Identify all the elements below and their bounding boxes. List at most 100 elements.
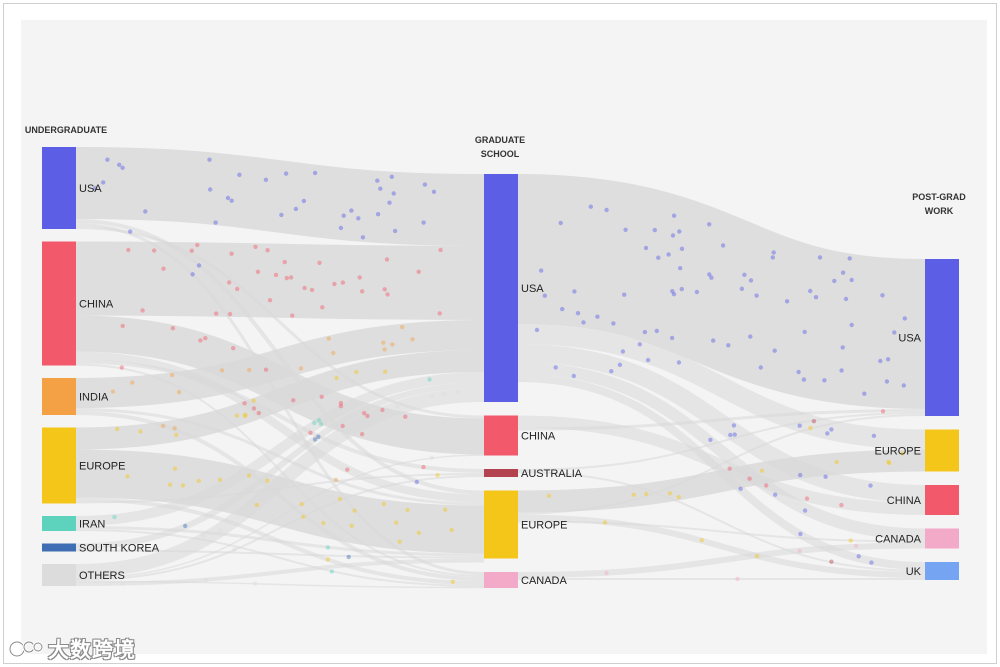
particle-dot <box>840 270 846 275</box>
link-u_india-to-g_usa <box>75 320 485 408</box>
node-label-g_europe: EUROPE <box>521 520 567 532</box>
particle-dot <box>892 330 897 335</box>
particle-dot <box>110 389 116 394</box>
particle-dot <box>207 157 212 162</box>
particle-dot <box>384 257 390 262</box>
particle-dot <box>360 289 365 294</box>
particle-dot <box>644 491 649 497</box>
particle-dot <box>754 293 759 298</box>
particle-dot <box>886 459 891 465</box>
particle-dot <box>699 538 704 543</box>
particle-dot <box>884 379 890 384</box>
particle-dot <box>442 391 447 396</box>
particle-dot <box>422 182 428 187</box>
particle-dot <box>405 507 410 513</box>
node-g_china <box>484 415 518 456</box>
particle-dot <box>375 178 380 183</box>
particle-dot <box>204 577 209 583</box>
particle-dot <box>595 314 600 319</box>
particle-dot <box>880 409 886 414</box>
stage-title-grad: GRADUATE <box>475 135 525 145</box>
stage-title-undergrad: UNDERGRADUATE <box>25 125 107 135</box>
particle-dot <box>797 548 802 554</box>
particle-dot <box>225 195 231 201</box>
particle-dot <box>318 421 324 427</box>
particle-dot <box>534 327 540 333</box>
node-label-p_canada: CANADA <box>875 534 922 546</box>
node-label-p_china: CHINA <box>887 495 922 507</box>
particle-dot <box>797 423 802 428</box>
particle-dot <box>430 393 435 399</box>
node-u_europe <box>42 427 76 504</box>
particle-dot <box>325 557 330 562</box>
particle-dot <box>234 413 240 418</box>
particle-dot <box>773 492 778 497</box>
particle-dot <box>748 278 754 283</box>
particle-dot <box>581 320 586 325</box>
particle-dot <box>542 293 547 298</box>
particle-dot <box>727 466 732 471</box>
particle-dot <box>764 483 769 488</box>
particle-dot <box>671 213 677 218</box>
particle-dot <box>381 340 386 345</box>
particle-dot <box>293 206 299 212</box>
link-u_china-to-g_europe <box>75 351 485 503</box>
stage-title-postgrad: WORK <box>925 206 954 216</box>
particle-dot <box>231 346 236 351</box>
particle-dot <box>301 198 307 204</box>
particle-dot <box>176 389 182 395</box>
particle-dot <box>546 493 552 498</box>
node-u_skorea <box>42 543 76 552</box>
particle-dot <box>754 554 760 559</box>
particle-dot <box>312 420 317 426</box>
stage-title-postgrad: POST-GRAD <box>912 192 966 202</box>
particle-dot <box>375 212 381 217</box>
particle-dot <box>217 528 223 533</box>
particle-dot <box>887 460 892 466</box>
particle-dot <box>435 473 440 478</box>
particle-dot <box>345 467 350 472</box>
particle-dot <box>208 187 213 192</box>
particle-dot <box>326 336 331 341</box>
particle-dot <box>161 266 166 271</box>
particle-dot <box>195 242 200 248</box>
particle-dot <box>105 157 110 162</box>
particle-dot <box>901 383 906 388</box>
particle-dot <box>227 311 233 317</box>
particle-dot <box>798 472 803 478</box>
particle-dot <box>172 466 178 471</box>
node-u_others <box>42 564 76 586</box>
node-label-u_usa: USA <box>79 183 102 195</box>
link-u_skorea-to-g_europe <box>75 549 485 559</box>
particle-dot <box>229 198 234 203</box>
particle-dot <box>416 269 421 274</box>
particle-dot <box>410 337 415 342</box>
particle-dot <box>198 338 203 343</box>
particle-dot <box>243 412 248 417</box>
particle-dot <box>120 165 125 170</box>
node-p_europe <box>925 429 959 472</box>
particle-dot <box>284 275 289 281</box>
particle-dot <box>900 451 905 456</box>
particle-dot <box>389 174 394 179</box>
node-label-g_usa: USA <box>521 283 544 295</box>
particle-dot <box>400 324 405 330</box>
particle-dot <box>880 293 885 298</box>
particle-dot <box>902 316 907 321</box>
node-label-g_china: CHINA <box>521 431 556 443</box>
link-g_europe-to-p_usa <box>517 414 926 515</box>
particle-dot <box>196 478 201 484</box>
particle-dot <box>421 464 426 470</box>
particle-dot <box>808 425 813 431</box>
particle-dot <box>101 180 106 185</box>
particle-dot <box>331 350 336 356</box>
particle-dot <box>617 362 623 367</box>
particle-dot <box>450 579 455 584</box>
particle-dot <box>334 375 339 381</box>
particle-dot <box>667 491 673 496</box>
particle-dot <box>735 576 740 582</box>
particle-dot <box>279 212 284 218</box>
particle-dot <box>265 248 270 253</box>
particle-dot <box>694 289 700 295</box>
particle-dot <box>189 248 194 253</box>
